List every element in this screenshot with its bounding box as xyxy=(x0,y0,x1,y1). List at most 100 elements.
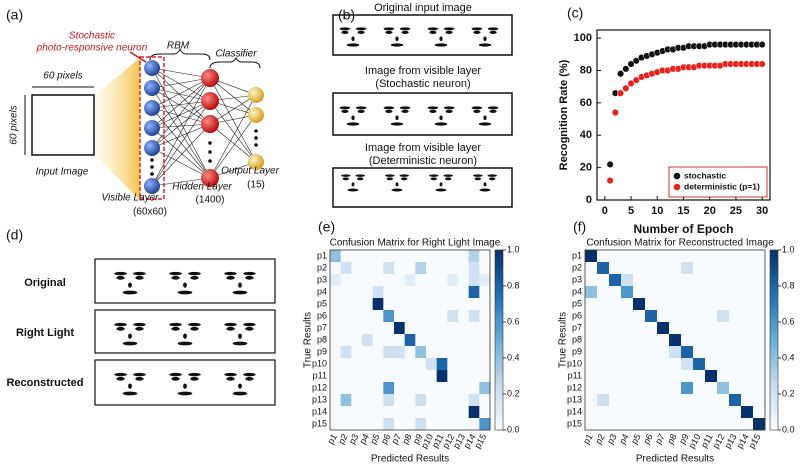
heatmap-cell xyxy=(383,310,395,323)
face-feature xyxy=(473,30,481,35)
face-feature xyxy=(399,174,410,177)
brace xyxy=(149,47,211,61)
heatmap-cell xyxy=(436,262,448,275)
ellipsis-dot xyxy=(254,129,258,133)
image-box xyxy=(94,309,276,354)
heatmap-cell xyxy=(729,382,742,395)
y-tick-label: p5 xyxy=(572,298,582,308)
data-point xyxy=(611,109,619,117)
heatmap-cell xyxy=(693,370,706,383)
heatmap-cell xyxy=(681,334,694,347)
y-tick-label: p3 xyxy=(572,274,582,284)
face-feature xyxy=(443,106,455,110)
heatmap-cell xyxy=(585,334,598,347)
heatmap-cell xyxy=(657,310,670,323)
face-feature xyxy=(339,106,351,110)
heatmap-cell xyxy=(351,418,363,431)
heatmap-cell xyxy=(705,370,718,383)
heatmap-cell xyxy=(468,262,480,275)
heatmap-cell xyxy=(372,310,384,323)
heatmap-cell xyxy=(645,262,658,275)
heatmap-cell xyxy=(741,358,754,371)
heatmap-cell xyxy=(404,274,416,287)
heatmap-cell xyxy=(447,382,459,395)
heatmap-cell xyxy=(753,262,766,275)
heatmap-cell xyxy=(609,370,622,383)
heatmap-cell xyxy=(458,250,469,263)
face-feature xyxy=(341,174,351,177)
ellipsis-dot xyxy=(208,159,212,163)
heatmap-cell xyxy=(621,394,634,407)
colorbar-tick-label: 0.4 xyxy=(782,352,795,362)
colorbar-tick-label: 0.0 xyxy=(782,424,795,434)
heatmap-cell xyxy=(383,418,395,431)
heatmap-cell xyxy=(705,382,718,395)
heatmap-cell xyxy=(351,394,363,407)
data-point xyxy=(758,41,766,49)
heatmap-cell xyxy=(426,346,437,359)
heatmap-cell xyxy=(633,358,646,371)
neuron xyxy=(248,87,264,103)
heatmap-cell xyxy=(436,418,448,431)
heatmap-cell xyxy=(436,394,448,407)
heatmap-cell xyxy=(383,346,395,359)
panel-d: (d) Original Right Light Reconstructed xyxy=(6,227,276,406)
heatmap-cell xyxy=(394,370,405,383)
face-feature xyxy=(114,271,127,276)
heatmap-cell xyxy=(705,322,718,335)
heatmap-cell xyxy=(479,394,491,407)
heatmap-cell xyxy=(330,262,341,275)
face-feature xyxy=(245,326,254,331)
face-feature xyxy=(245,376,254,381)
heatmap-cell xyxy=(458,286,469,299)
face-feature xyxy=(383,27,395,31)
face-feature xyxy=(128,383,132,389)
heatmap-cell xyxy=(633,310,646,323)
face-feature xyxy=(355,106,367,110)
heatmap-cell xyxy=(468,310,480,323)
face-feature xyxy=(443,174,454,177)
heatmap-cell xyxy=(479,346,491,359)
y-tick-label: p11 xyxy=(313,370,327,380)
heatmap-cell xyxy=(609,418,622,431)
heatmap-cell xyxy=(681,262,694,275)
heatmap-cell xyxy=(597,250,610,263)
heatmap-cell xyxy=(669,346,682,359)
heatmap-cell xyxy=(458,262,469,275)
heatmap-cell xyxy=(351,334,363,347)
face-image xyxy=(383,106,411,126)
heatmap-cell xyxy=(479,274,491,287)
heatmap-cell xyxy=(741,370,754,383)
heatmap-cell xyxy=(633,286,646,299)
face-feature xyxy=(439,115,443,120)
heatmap-cell xyxy=(436,382,448,395)
face-feature xyxy=(177,341,193,346)
face-image xyxy=(339,106,367,126)
face-feature xyxy=(401,109,409,114)
heatmap-cell xyxy=(597,358,610,371)
heatmap-cell xyxy=(609,322,622,335)
heatmap-cell xyxy=(717,286,730,299)
heatmap-cell xyxy=(645,346,658,359)
colorbar-tick-label: 0.8 xyxy=(782,280,795,290)
y-tick-label: p6 xyxy=(317,310,327,320)
heatmap-cell xyxy=(705,310,718,323)
heatmap-cell xyxy=(415,274,427,287)
heatmap-cell xyxy=(383,262,395,275)
heatmap-cell xyxy=(351,370,363,383)
data-point xyxy=(632,57,640,65)
heatmap-cell xyxy=(753,406,766,419)
face-feature xyxy=(445,177,452,181)
colorbar xyxy=(494,249,504,431)
heatmap-cell xyxy=(404,334,416,347)
face-image xyxy=(169,322,201,346)
heatmap-cell xyxy=(362,274,373,287)
face-feature xyxy=(188,372,201,377)
heatmap-cell xyxy=(372,370,384,383)
heatmap-cell xyxy=(585,358,598,371)
heatmap-cell xyxy=(468,250,480,263)
connection xyxy=(151,100,211,109)
heatmap-cell xyxy=(468,382,480,395)
heatmap-cell xyxy=(585,370,598,383)
face-feature xyxy=(177,290,193,295)
